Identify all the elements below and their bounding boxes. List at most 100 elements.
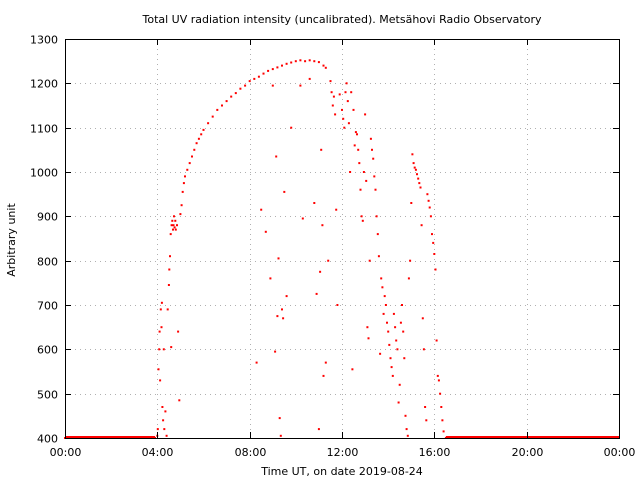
data-point <box>279 434 282 437</box>
data-point <box>282 317 285 320</box>
data-point <box>319 270 322 273</box>
data-point <box>341 108 343 111</box>
data-point <box>416 173 418 176</box>
data-point <box>419 186 422 189</box>
data-point <box>424 406 427 408</box>
data-point <box>371 148 373 151</box>
data-point <box>159 379 162 382</box>
data-point <box>172 228 174 231</box>
data-point <box>168 268 171 271</box>
data-point <box>330 91 333 94</box>
data-point <box>360 215 363 218</box>
x-tick-label: 16:00 <box>419 446 451 459</box>
y-tick-labels: 400 500 600 700 800 900 1000 1100 1200 1300 <box>30 34 58 446</box>
data-point <box>345 82 348 85</box>
data-point <box>352 108 355 111</box>
data-point <box>320 148 323 151</box>
data-point <box>260 208 263 211</box>
data-point <box>334 113 337 116</box>
data-point <box>176 224 178 227</box>
data-point <box>407 277 410 280</box>
x-tick-label: 00:00 <box>604 446 636 459</box>
data-point <box>184 175 186 178</box>
baseline-morning <box>65 436 156 439</box>
data-point <box>379 352 382 355</box>
data-point <box>166 308 169 311</box>
data-point <box>354 131 357 134</box>
data-point <box>420 224 423 227</box>
data-point <box>285 62 288 65</box>
data-point <box>398 383 401 386</box>
chart-title: Total UV radiation intensity (uncalibrat… <box>142 13 542 26</box>
data-point <box>384 304 387 306</box>
data-point <box>239 87 242 90</box>
data-point <box>234 92 237 95</box>
data-point <box>277 257 280 260</box>
data-point <box>172 224 175 227</box>
x-tick-label: 04:00 <box>142 446 174 459</box>
y-tick-label: 900 <box>37 211 58 224</box>
data-point <box>221 104 223 107</box>
data-point <box>429 215 432 218</box>
data-point <box>433 253 436 255</box>
data-point <box>410 202 413 204</box>
data-point <box>418 182 421 185</box>
data-point <box>178 399 181 402</box>
data-point <box>160 326 163 329</box>
x-tick-label: 12:00 <box>327 446 359 459</box>
data-point <box>156 428 159 431</box>
data-point <box>421 317 424 320</box>
data-point <box>372 157 375 160</box>
data-point <box>182 182 185 185</box>
data-point <box>377 255 380 258</box>
y-tick-label: 1100 <box>30 123 58 136</box>
data-point <box>439 392 442 395</box>
data-point <box>353 144 356 147</box>
data-point <box>414 168 417 171</box>
data-point <box>322 374 325 377</box>
data-point <box>200 133 203 136</box>
data-point <box>403 357 406 360</box>
data-point <box>389 357 392 360</box>
data-point <box>322 64 325 67</box>
data-point <box>402 330 405 333</box>
data-point <box>431 233 433 236</box>
data-point <box>299 84 302 87</box>
data-point <box>405 428 408 431</box>
data-point <box>346 100 349 103</box>
data-point <box>383 295 386 298</box>
data-point <box>432 241 435 244</box>
data-point <box>281 64 283 67</box>
y-tick-label: 700 <box>37 300 58 313</box>
x-axis-label: Time UT, on date 2019-08-24 <box>260 465 423 478</box>
data-point <box>381 286 384 289</box>
data-point <box>342 117 345 120</box>
data-point <box>216 108 219 111</box>
data-point <box>157 368 160 371</box>
data-point <box>369 137 372 140</box>
data-point <box>188 162 191 165</box>
x-tick-label: 00:00 <box>50 446 82 459</box>
data-point <box>294 60 297 63</box>
data-point <box>173 226 176 229</box>
data-point <box>324 361 327 364</box>
data-point <box>336 304 339 306</box>
data-point <box>361 219 364 222</box>
data-point <box>269 277 272 280</box>
data-point <box>164 410 167 413</box>
data-point <box>301 217 304 220</box>
data-point <box>207 122 210 125</box>
data-point <box>427 199 430 202</box>
data-point <box>317 428 320 431</box>
data-point <box>394 326 397 329</box>
data-point <box>436 374 439 377</box>
data-point <box>290 126 293 129</box>
data-point <box>358 162 361 165</box>
data-point <box>391 374 394 377</box>
data-point <box>278 417 281 420</box>
data-point <box>244 84 247 87</box>
data-point <box>283 190 286 193</box>
data-point <box>225 100 228 103</box>
data-point <box>304 60 307 63</box>
